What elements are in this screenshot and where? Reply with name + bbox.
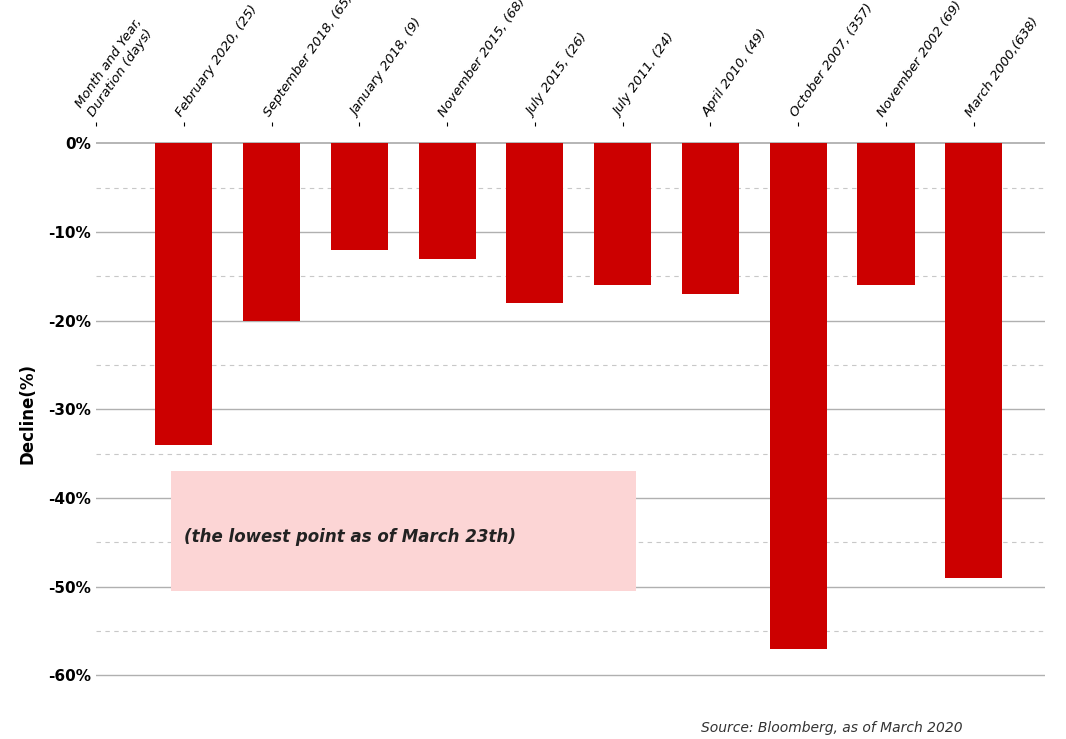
- Y-axis label: Decline(%): Decline(%): [19, 364, 37, 464]
- Text: (the lowest point as of March 23th): (the lowest point as of March 23th): [183, 528, 516, 546]
- Bar: [156, 143, 212, 445]
- Text: Source: Bloomberg, as of March 2020: Source: Bloomberg, as of March 2020: [700, 721, 963, 735]
- Bar: [770, 143, 827, 649]
- Bar: [506, 143, 564, 303]
- Bar: [243, 143, 300, 321]
- Bar: [594, 143, 651, 285]
- Bar: [419, 143, 475, 259]
- Bar: [682, 143, 739, 294]
- Bar: [857, 143, 915, 285]
- Bar: [946, 143, 1002, 578]
- FancyBboxPatch shape: [171, 471, 635, 591]
- Bar: [330, 143, 388, 250]
- Text: Over 10% decline from heights in the last 20 years: Over 10% decline from heights in the las…: [135, 38, 931, 66]
